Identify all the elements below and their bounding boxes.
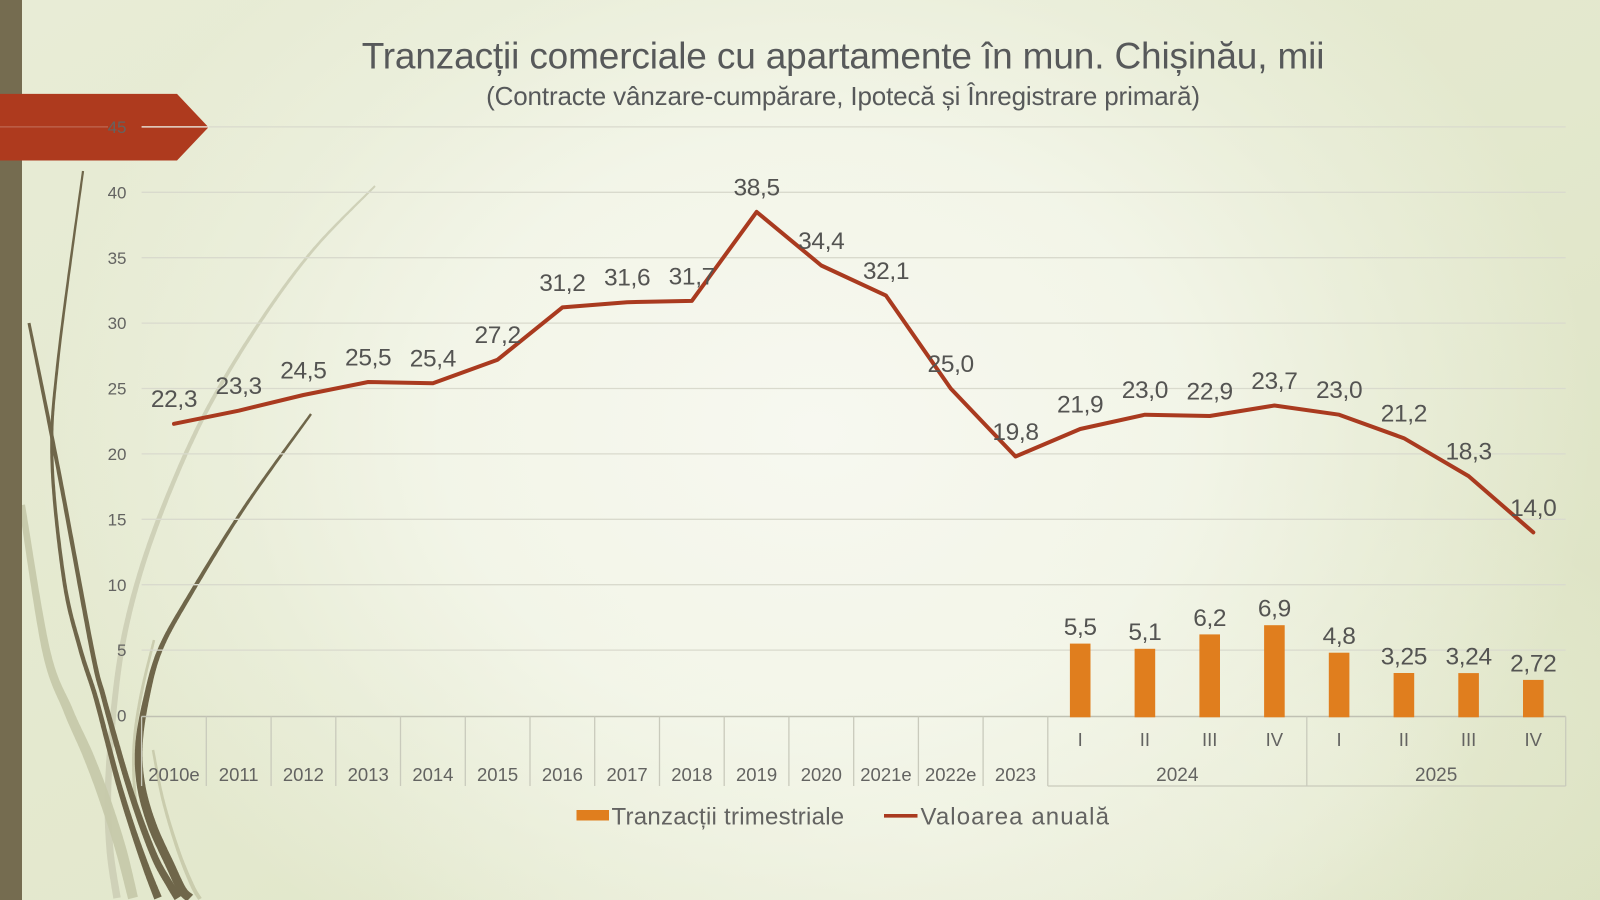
svg-text:15: 15 (108, 510, 127, 529)
svg-text:30: 30 (108, 314, 127, 333)
svg-text:5,1: 5,1 (1128, 619, 1161, 646)
svg-text:4,8: 4,8 (1323, 623, 1356, 650)
svg-text:21,9: 21,9 (1057, 391, 1103, 418)
svg-text:23,0: 23,0 (1316, 377, 1362, 404)
svg-text:3,24: 3,24 (1445, 644, 1491, 671)
svg-text:Valoarea anuală: Valoarea anuală (921, 803, 1111, 830)
svg-text:Tranzacții trimestriale: Tranzacții trimestriale (612, 803, 845, 830)
svg-text:23,0: 23,0 (1122, 377, 1168, 404)
svg-text:2023: 2023 (995, 764, 1036, 785)
svg-text:5,5: 5,5 (1064, 614, 1097, 641)
svg-text:Tranzacții comerciale cu apart: Tranzacții comerciale cu apartamente în … (362, 35, 1325, 76)
svg-text:5: 5 (117, 641, 126, 660)
svg-text:2014: 2014 (412, 764, 453, 785)
svg-text:38,5: 38,5 (733, 174, 779, 201)
svg-text:2020: 2020 (801, 764, 842, 785)
svg-text:18,3: 18,3 (1445, 439, 1491, 466)
svg-text:IV: IV (1525, 729, 1543, 750)
svg-text:45: 45 (108, 118, 127, 137)
svg-text:(Contracte vânzare-cumpărare,: (Contracte vânzare-cumpărare, Ipotecă și… (486, 81, 1200, 111)
svg-text:2018: 2018 (671, 764, 712, 785)
svg-text:10: 10 (108, 576, 127, 595)
svg-text:2012: 2012 (283, 764, 324, 785)
svg-text:2016: 2016 (542, 764, 583, 785)
svg-text:2019: 2019 (736, 764, 777, 785)
svg-text:2011: 2011 (219, 764, 259, 785)
svg-text:22,9: 22,9 (1187, 378, 1233, 405)
svg-text:14,0: 14,0 (1510, 495, 1556, 522)
svg-text:25: 25 (108, 380, 127, 399)
svg-text:2025: 2025 (1415, 765, 1457, 786)
svg-text:31,7: 31,7 (669, 263, 715, 290)
svg-text:2017: 2017 (607, 764, 648, 785)
svg-text:0: 0 (117, 707, 126, 726)
svg-text:2010e: 2010e (148, 764, 199, 785)
svg-text:25,0: 25,0 (928, 351, 974, 378)
svg-text:2021e: 2021e (860, 764, 911, 785)
svg-text:I: I (1078, 729, 1083, 750)
svg-text:6,9: 6,9 (1258, 596, 1291, 623)
svg-text:25,5: 25,5 (345, 344, 391, 371)
svg-text:23,3: 23,3 (216, 373, 262, 400)
svg-text:II: II (1140, 729, 1150, 750)
svg-text:40: 40 (108, 183, 127, 202)
svg-text:6,2: 6,2 (1193, 605, 1226, 632)
svg-text:31,2: 31,2 (539, 270, 585, 297)
svg-text:31,6: 31,6 (604, 265, 650, 292)
svg-text:2024: 2024 (1156, 765, 1199, 786)
svg-text:2013: 2013 (348, 764, 389, 785)
svg-text:III: III (1461, 729, 1476, 750)
svg-text:23,7: 23,7 (1251, 368, 1297, 395)
svg-text:2,72: 2,72 (1510, 650, 1556, 677)
svg-text:2022e: 2022e (925, 764, 976, 785)
svg-text:2015: 2015 (477, 764, 518, 785)
svg-text:22,3: 22,3 (151, 386, 197, 413)
svg-text:25,4: 25,4 (410, 346, 456, 373)
svg-text:27,2: 27,2 (474, 322, 520, 349)
svg-text:24,5: 24,5 (280, 357, 326, 384)
svg-text:III: III (1202, 729, 1217, 750)
svg-text:32,1: 32,1 (863, 258, 909, 285)
svg-text:21,2: 21,2 (1381, 401, 1427, 428)
svg-text:20: 20 (108, 445, 127, 464)
svg-text:35: 35 (108, 249, 127, 268)
svg-text:II: II (1399, 729, 1409, 750)
svg-text:IV: IV (1266, 729, 1284, 750)
svg-text:19,8: 19,8 (992, 419, 1038, 446)
svg-text:I: I (1337, 729, 1342, 750)
svg-text:3,25: 3,25 (1381, 643, 1427, 670)
svg-text:34,4: 34,4 (798, 228, 844, 255)
